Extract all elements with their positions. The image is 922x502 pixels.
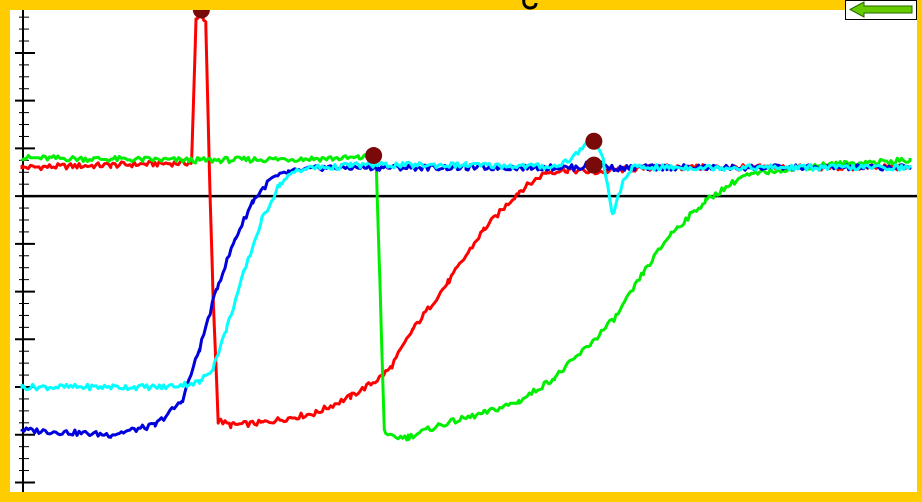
- series-line-3: [20, 159, 912, 439]
- data-marker-4: [585, 156, 603, 174]
- data-marker-2: [365, 147, 383, 165]
- series-line-1: [20, 10, 912, 430]
- series-line-4: [20, 136, 912, 392]
- title-fragment: [520, 0, 560, 10]
- data-marker-3: [585, 132, 603, 150]
- plot-area: [10, 10, 917, 492]
- back-button[interactable]: [845, 0, 917, 20]
- line-chart: [15, 10, 917, 492]
- left-arrow-icon: [848, 1, 913, 18]
- title-fragment-glyph: [522, 0, 538, 10]
- data-marker-1: [192, 10, 210, 19]
